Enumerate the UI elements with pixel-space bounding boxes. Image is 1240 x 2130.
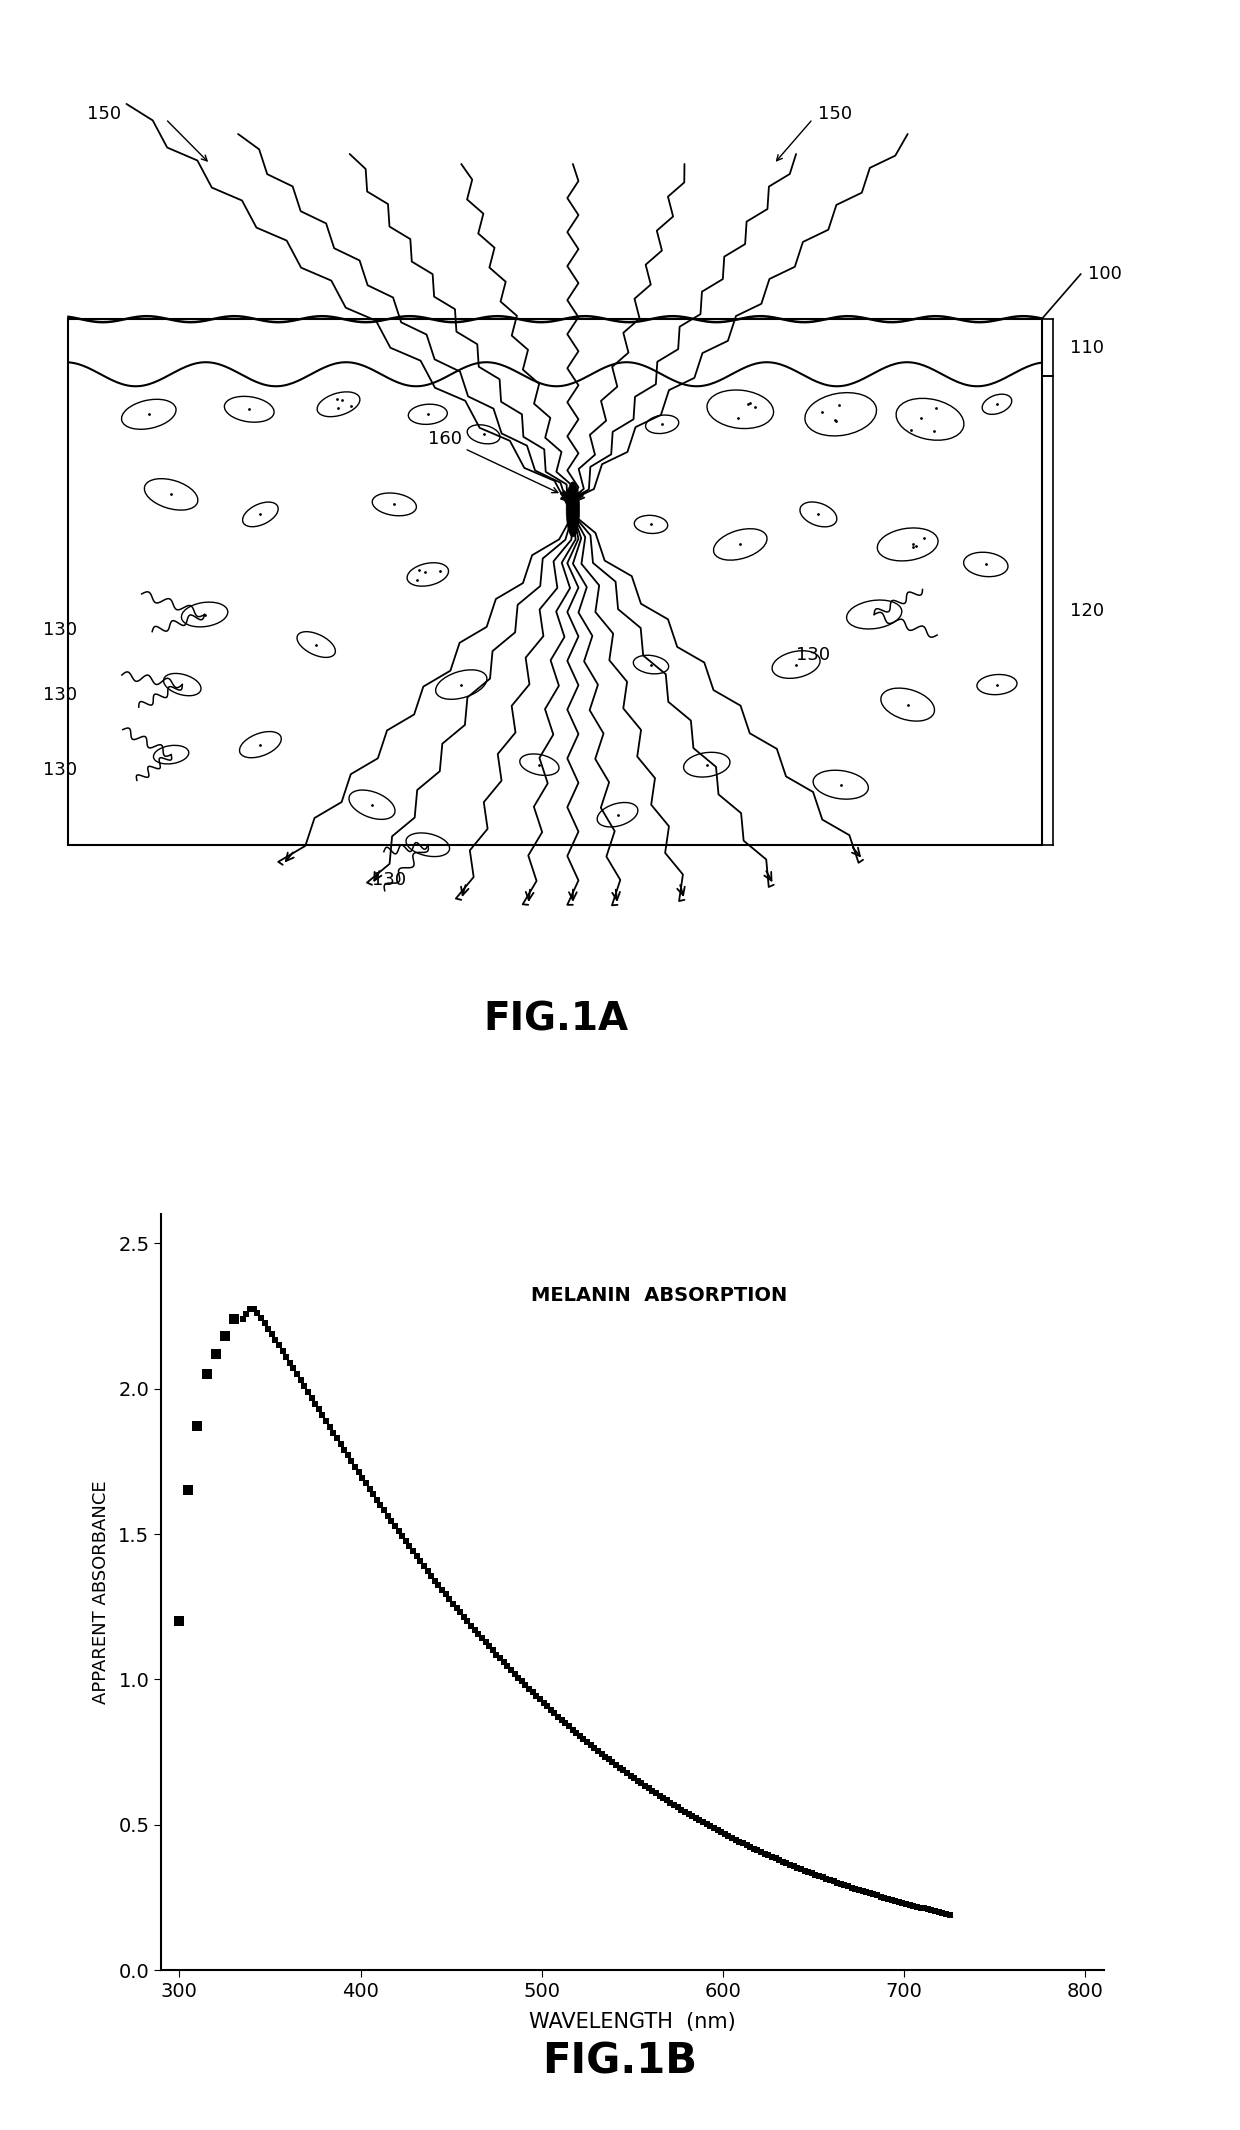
Text: 110: 110 — [1070, 339, 1104, 358]
Ellipse shape — [567, 481, 579, 537]
Text: 100: 100 — [1089, 264, 1122, 283]
Text: 150: 150 — [87, 104, 122, 124]
Text: 130: 130 — [42, 620, 77, 639]
Text: MELANIN  ABSORPTION: MELANIN ABSORPTION — [532, 1287, 787, 1306]
Text: 160: 160 — [428, 430, 558, 492]
Text: 130: 130 — [372, 871, 407, 888]
Text: 130: 130 — [796, 645, 831, 665]
Text: 130: 130 — [42, 686, 77, 703]
Text: 120: 120 — [1070, 601, 1104, 620]
Bar — [68, 320, 1042, 846]
Y-axis label: APPARENT ABSORBANCE: APPARENT ABSORBANCE — [92, 1480, 110, 1704]
Text: 150: 150 — [818, 104, 853, 124]
X-axis label: WAVELENGTH  (nm): WAVELENGTH (nm) — [529, 2013, 735, 2032]
Text: FIG.1A: FIG.1A — [484, 1001, 629, 1039]
Text: FIG.1B: FIG.1B — [543, 2041, 697, 2083]
Text: 130: 130 — [42, 760, 77, 780]
